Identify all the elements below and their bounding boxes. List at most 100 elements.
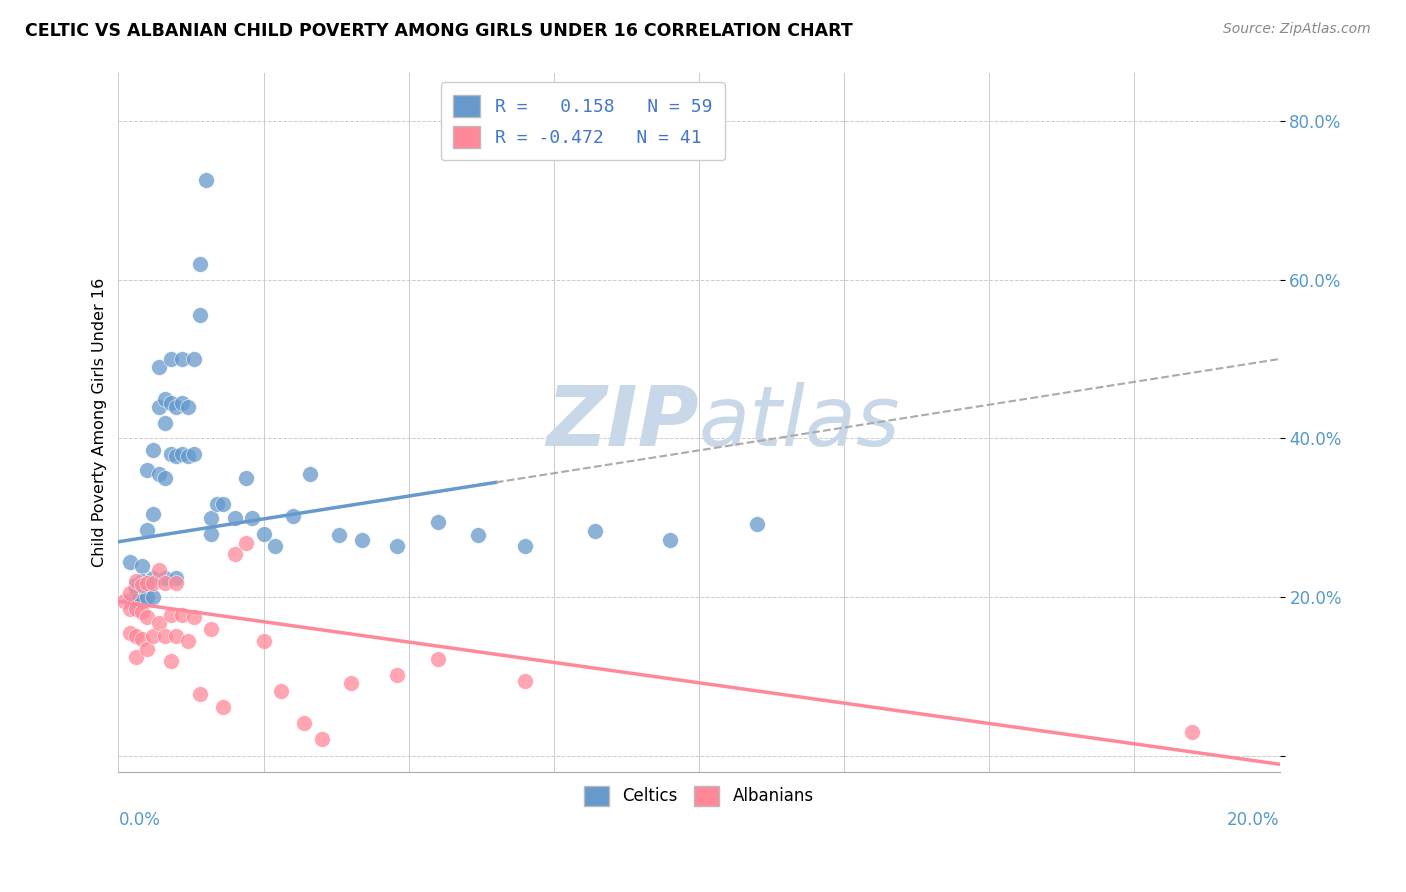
Point (131, 594, 153, 608)
Point (224, 547, 246, 561)
Point (148, 563, 170, 577)
Point (136, 463, 159, 477)
Text: ZIP: ZIP (547, 382, 699, 463)
Point (136, 610, 159, 624)
Point (385, 668, 408, 682)
Point (177, 634, 200, 648)
Point (252, 526, 274, 541)
Point (125, 649, 148, 664)
Point (136, 523, 159, 537)
Point (136, 578, 159, 592)
Point (166, 576, 188, 591)
Point (148, 400, 170, 414)
Point (352, 533, 374, 548)
Text: CELTIC VS ALBANIAN CHILD POVERTY AMONG GIRLS UNDER 16 CORRELATION CHART: CELTIC VS ALBANIAN CHILD POVERTY AMONG G… (25, 22, 853, 40)
Point (125, 594, 148, 608)
Point (142, 628, 165, 642)
Text: Source: ZipAtlas.com: Source: ZipAtlas.com (1223, 22, 1371, 37)
Point (153, 471, 176, 485)
Point (153, 416, 176, 430)
Point (188, 308, 211, 322)
Point (1181, 725, 1204, 739)
Point (125, 628, 148, 642)
Text: atlas: atlas (699, 382, 901, 463)
Point (159, 351, 181, 366)
Point (172, 395, 194, 409)
Point (125, 582, 148, 597)
Point (136, 591, 159, 605)
Point (235, 471, 257, 485)
Point (177, 449, 200, 463)
Point (125, 578, 148, 592)
Point (200, 511, 222, 525)
Y-axis label: Child Poverty Among Girls Under 16: Child Poverty Among Girls Under 16 (93, 278, 107, 567)
Point (252, 634, 274, 648)
Point (339, 676, 361, 690)
Text: 0.0%: 0.0% (118, 811, 160, 829)
Point (270, 684, 292, 698)
Point (131, 632, 153, 646)
Point (125, 602, 148, 616)
Point (281, 509, 304, 524)
Point (194, 173, 217, 187)
Point (328, 528, 350, 542)
Point (212, 700, 235, 714)
Point (112, 594, 135, 608)
Point (148, 359, 170, 374)
Point (311, 731, 333, 746)
Legend: Celtics, Albanians: Celtics, Albanians (578, 779, 821, 813)
Point (118, 602, 141, 616)
Point (125, 574, 148, 589)
Point (131, 605, 153, 619)
Text: 20.0%: 20.0% (1227, 811, 1279, 829)
Point (118, 594, 141, 608)
Point (166, 570, 188, 584)
Point (142, 576, 165, 591)
Point (159, 447, 181, 461)
Point (118, 555, 141, 569)
Point (224, 511, 246, 525)
Point (118, 626, 141, 640)
Point (240, 511, 263, 525)
Point (426, 515, 449, 529)
Point (159, 395, 181, 409)
Point (467, 528, 489, 542)
Point (142, 591, 165, 605)
Point (172, 607, 194, 622)
Point (188, 257, 211, 271)
Point (153, 570, 176, 584)
Point (205, 497, 228, 511)
Point (148, 467, 170, 482)
Point (299, 467, 322, 482)
Point (200, 622, 222, 636)
Point (159, 607, 181, 622)
Point (212, 497, 235, 511)
Point (148, 615, 170, 630)
Point (513, 673, 536, 688)
Point (177, 400, 200, 414)
Point (200, 526, 222, 541)
Point (166, 449, 188, 463)
Point (183, 447, 205, 461)
Point (142, 570, 165, 584)
Point (153, 392, 176, 406)
Point (188, 687, 211, 701)
Point (183, 610, 205, 624)
Point (136, 576, 159, 591)
Point (153, 628, 176, 642)
Point (385, 539, 408, 553)
Point (159, 654, 181, 668)
Point (131, 558, 153, 573)
Point (166, 628, 188, 642)
Point (166, 400, 188, 414)
Point (172, 447, 194, 461)
Point (142, 507, 165, 521)
Point (131, 578, 153, 592)
Point (183, 351, 205, 366)
Point (172, 351, 194, 366)
Point (153, 576, 176, 591)
Point (583, 524, 606, 539)
Point (136, 642, 159, 657)
Point (264, 539, 287, 553)
Point (292, 715, 315, 730)
